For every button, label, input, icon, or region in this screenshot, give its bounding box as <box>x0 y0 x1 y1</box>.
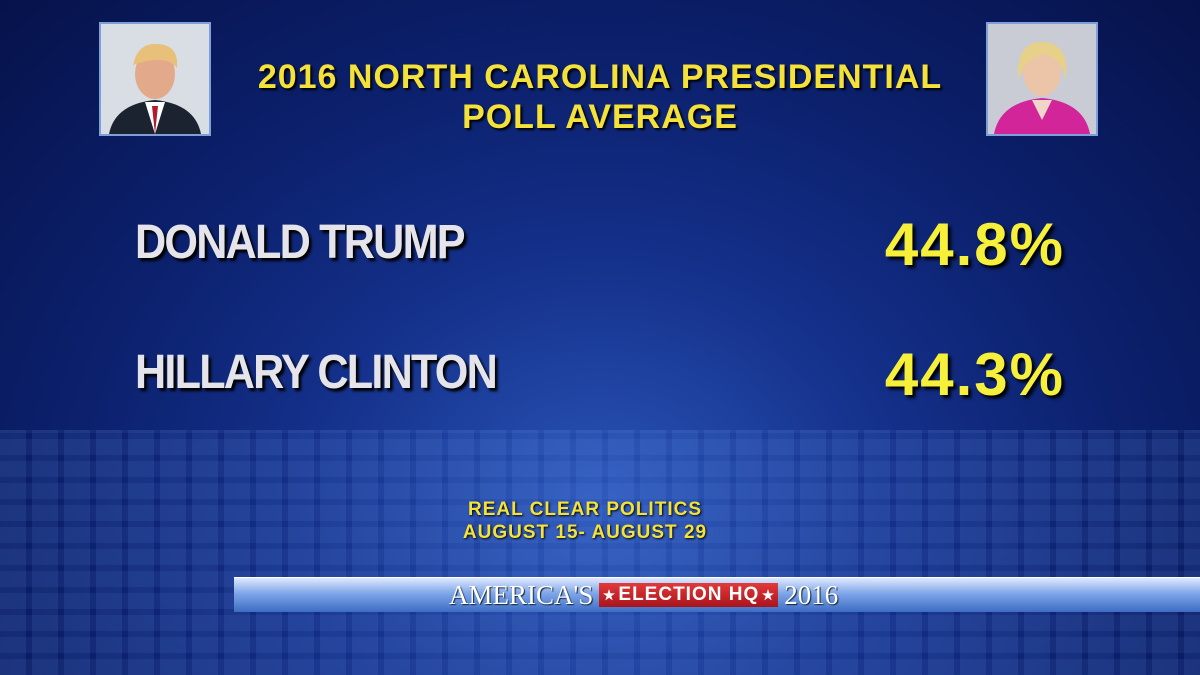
portrait-right <box>986 22 1098 136</box>
poll-value: 44.3% <box>884 341 1065 408</box>
portrait-left <box>99 22 211 136</box>
source-line: AUGUST 15- AUGUST 29 <box>462 522 708 543</box>
background-grid <box>0 430 1200 675</box>
banner-middle: ELECTION HQ <box>618 584 760 605</box>
candidate-name: HILLARY CLINTON <box>135 346 498 399</box>
source-line: REAL CLEAR POLITICS <box>468 499 702 520</box>
star <box>603 589 616 601</box>
poll-value: 44.8% <box>884 211 1065 278</box>
title-line: POLL AVERAGE <box>462 98 738 136</box>
star <box>762 589 775 601</box>
title-line: 2016 NORTH CAROLINA PRESIDENTIAL <box>257 58 943 96</box>
banner-badge: ELECTION HQ <box>599 583 779 607</box>
candidate-name: DONALD TRUMP <box>135 216 466 269</box>
banner-left: AMERICA'S <box>449 579 594 610</box>
banner-right: 2016 <box>784 579 839 610</box>
banner: AMERICA'S ELECTION HQ 2016 <box>234 577 1200 612</box>
